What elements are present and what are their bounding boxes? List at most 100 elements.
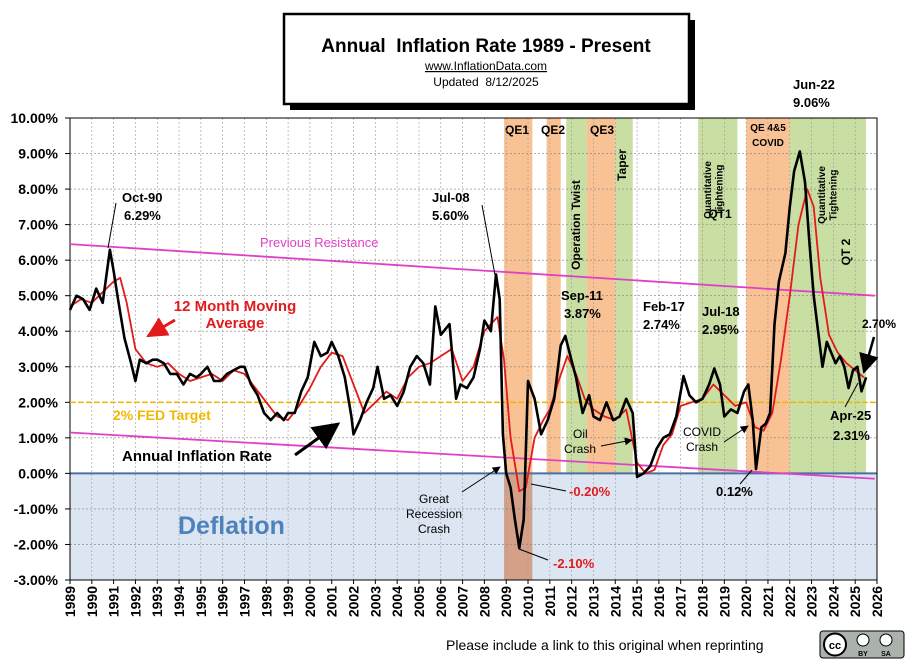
title-box bbox=[282, 12, 691, 106]
x-tick-label: 1998 bbox=[258, 586, 274, 617]
deflation-label: Deflation bbox=[178, 512, 285, 540]
oil-crash-line2: Crash bbox=[564, 442, 596, 456]
previous-resistance-label: Previous Resistance bbox=[260, 235, 379, 250]
covid-crash-arrow bbox=[723, 425, 749, 443]
x-tick-label: 2014 bbox=[607, 586, 623, 617]
x-tick-label: 2018 bbox=[695, 586, 711, 617]
updated-date: Updated 8/12/2025 bbox=[433, 75, 539, 89]
x-tick-label: 2024 bbox=[825, 586, 841, 617]
y-tick-label: 10.00% bbox=[11, 110, 59, 126]
min-ma-value: -0.20% bbox=[569, 484, 611, 499]
source-link[interactable]: www.InflationData.com bbox=[424, 59, 547, 73]
x-tick-label: 2006 bbox=[433, 586, 449, 617]
x-tick-label: 2011 bbox=[542, 586, 558, 617]
band-label-2: QE3 bbox=[590, 123, 614, 137]
y-tick-label: 1.00% bbox=[18, 430, 58, 446]
great-recession-arrow bbox=[461, 466, 501, 493]
jul08-date: Jul-08 bbox=[432, 190, 470, 205]
band-label-6: QT1 bbox=[708, 207, 732, 221]
x-tick-label: 1996 bbox=[215, 586, 231, 617]
x-axis: 1989 1990 1991 1992 1993 1994 1995 1996 1997 1998… bbox=[62, 580, 885, 617]
oct90-date: Oct-90 bbox=[122, 190, 162, 205]
oct90-value: 6.29% bbox=[124, 208, 161, 223]
moving-average-label-line1: 12 Month Moving bbox=[174, 298, 297, 315]
x-tick-label: 2020 bbox=[738, 586, 754, 617]
deflation-area bbox=[70, 473, 877, 580]
y-tick-label: 6.00% bbox=[18, 252, 58, 268]
creative-commons-badge[interactable]: cc BY SA bbox=[819, 630, 905, 659]
feb17-date: Feb-17 bbox=[643, 299, 685, 314]
latest-arrow bbox=[859, 336, 879, 374]
x-tick-label: 1994 bbox=[171, 586, 187, 617]
x-tick-label: 1992 bbox=[127, 586, 143, 617]
apr25-date: Apr-25 bbox=[830, 408, 871, 423]
y-tick-label: -1.00% bbox=[14, 501, 59, 517]
reprint-note: Please include a link to this original w… bbox=[446, 637, 764, 653]
oil-crash-arrow bbox=[600, 437, 633, 447]
moving-average-line bbox=[69, 188, 865, 493]
x-tick-label: 2010 bbox=[520, 586, 536, 617]
x-tick-label: 1997 bbox=[236, 586, 252, 617]
x-tick-label: 2000 bbox=[302, 586, 318, 617]
x-tick-label: 2002 bbox=[346, 586, 362, 617]
annual-rate-arrow bbox=[294, 422, 341, 457]
great-recession-line1: Great bbox=[419, 492, 450, 506]
x-tick-label: 2026 bbox=[869, 586, 885, 617]
series-layer bbox=[68, 150, 868, 550]
band-label-7: QE 4&5 bbox=[750, 123, 786, 134]
plot-frame bbox=[69, 117, 878, 581]
band-label-0: QE1 bbox=[505, 123, 529, 137]
x-tick-label: 2025 bbox=[847, 586, 863, 617]
great-recession-line3: Crash bbox=[418, 522, 450, 536]
reference-lines bbox=[69, 243, 877, 480]
feb17-value: 2.74% bbox=[643, 317, 680, 332]
annual-rate-label: Annual Inflation Rate bbox=[122, 448, 272, 465]
min-ma-pointer bbox=[530, 483, 567, 492]
x-tick-label: 2008 bbox=[476, 586, 492, 617]
sep11-date: Sep-11 bbox=[561, 288, 603, 303]
jul08-value: 5.60% bbox=[432, 208, 469, 223]
x-tick-label: 2007 bbox=[455, 586, 471, 617]
x-tick-label: 2005 bbox=[411, 586, 427, 617]
trend-line-1 bbox=[69, 431, 875, 480]
x-tick-label: 2022 bbox=[782, 586, 798, 617]
moving-average-arrow bbox=[146, 317, 176, 338]
covid-low-value: 0.12% bbox=[716, 484, 753, 499]
band-label-4: Taper bbox=[615, 149, 629, 181]
y-tick-label: 8.00% bbox=[18, 181, 58, 197]
x-tick-label: 1993 bbox=[149, 586, 165, 617]
x-tick-label: 2023 bbox=[804, 586, 820, 617]
covid-crash-line1: COVID bbox=[683, 425, 721, 439]
latest-value: 2.70% bbox=[862, 317, 896, 331]
x-tick-label: 2015 bbox=[629, 586, 645, 617]
y-axis: 10.00% 9.00% 8.00% 7.00% 6.00% 5.00% 4.00% 3.00… bbox=[11, 110, 70, 588]
y-tick-label: 3.00% bbox=[18, 359, 58, 375]
x-tick-label: 2004 bbox=[389, 586, 405, 617]
band-label-1: QE2 bbox=[541, 123, 565, 137]
x-tick-label: 1989 bbox=[62, 586, 78, 617]
recession-band bbox=[504, 473, 533, 580]
min-annual-pointer bbox=[518, 548, 549, 561]
covid-crash-line2: Crash bbox=[686, 440, 718, 454]
x-tick-label: 2009 bbox=[498, 586, 514, 617]
min-annual-value: -2.10% bbox=[553, 556, 595, 571]
fed-target-label: 2% FED Target bbox=[113, 407, 211, 423]
y-tick-label: 0.00% bbox=[18, 465, 58, 481]
covid-low-pointer bbox=[739, 469, 753, 485]
jul18-value: 2.95% bbox=[702, 322, 739, 337]
cc-by-label: BY bbox=[858, 651, 868, 658]
chart-title: Annual Inflation Rate 1989 - Present bbox=[321, 36, 651, 57]
x-tick-label: 1990 bbox=[84, 586, 100, 617]
y-tick-label: 7.00% bbox=[18, 217, 58, 233]
oct90-pointer bbox=[107, 202, 117, 249]
y-tick-label: -2.00% bbox=[14, 536, 59, 552]
apr25-value: 2.31% bbox=[833, 428, 870, 443]
x-tick-label: 2016 bbox=[651, 586, 667, 617]
x-tick-label: 1995 bbox=[193, 586, 209, 617]
band-label-3: Operation Twist bbox=[569, 180, 583, 270]
jun22-date: Jun-22 bbox=[793, 77, 835, 92]
x-tick-label: 2017 bbox=[673, 586, 689, 617]
x-tick-label: 1991 bbox=[106, 586, 122, 617]
x-tick-label: 2019 bbox=[716, 586, 732, 617]
